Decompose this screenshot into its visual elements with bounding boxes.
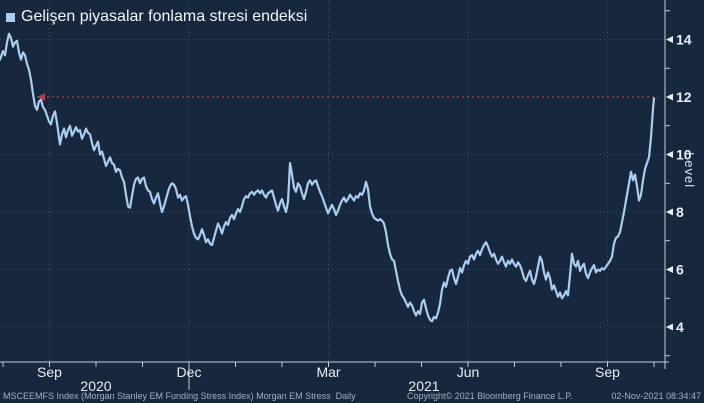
y-major-tick-arrow [666,323,673,331]
security-description: MSCEEMFS Index (Morgan Stanley EM Fundin… [3,391,356,401]
x-month-label: Jun [457,364,480,380]
x-month-label: Sep [595,364,620,380]
y-tick-label: 10 [676,147,692,163]
y-major-tick-arrow [666,93,673,101]
timestamp: 02-Nov-2021 08:34:47 [611,391,701,401]
y-major-tick-arrow [666,266,673,273]
legend-series-marker [6,12,15,22]
legend[interactable]: Gelişen piyasalar fonlama stresi endeksi [6,7,307,27]
y-tick-label: 12 [676,89,692,105]
y-tick-label: 8 [676,204,684,220]
y-major-tick-arrow [666,208,673,216]
y-tick-label: 14 [676,32,692,48]
y-major-tick-arrow [666,36,673,43]
stress-index-line[interactable] [0,32,656,323]
copyright-notice: Copyright© 2021 Bloomberg Finance L.P. [407,391,573,401]
y-tick-label: 4 [676,319,684,335]
x-year-label: 2021 [408,378,439,394]
legend-series-label: Gelişen piyasalar fonlama stresi endeksi [21,8,308,25]
x-month-label: Mar [316,364,340,380]
y-major-tick-arrow [666,151,673,158]
x-year-label: 2020 [80,378,111,394]
y-tick-label: 6 [676,262,684,278]
threshold-line-arrow [37,93,45,101]
y-axis-title: Level [682,152,697,189]
x-month-label: Sep [37,364,62,380]
